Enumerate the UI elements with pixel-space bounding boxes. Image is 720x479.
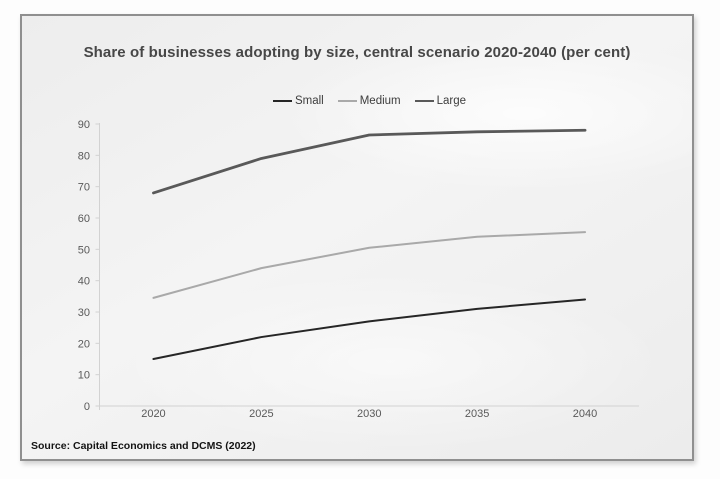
y-tick-label: 40: [78, 276, 90, 288]
series-line-medium: [152, 231, 587, 299]
legend-item-large: Large: [414, 95, 467, 107]
legend-label-small: Small: [294, 95, 324, 107]
y-tick-label: 0: [84, 401, 90, 413]
y-tick-label: 30: [78, 307, 90, 319]
y-tick-label: 10: [78, 370, 90, 382]
y-tick-label: 50: [78, 244, 90, 256]
y-tick-label: 60: [78, 213, 90, 225]
series-line-small: [152, 298, 587, 360]
y-tick-label: 70: [78, 182, 90, 194]
chart-title: Share of businesses adopting by size, ce…: [83, 44, 631, 61]
x-tick-label: 2035: [465, 408, 489, 420]
x-tick-label: 2040: [573, 408, 597, 420]
y-tick-label: 90: [78, 119, 90, 131]
legend-swatch-medium: [337, 99, 357, 103]
y-tick-label: 20: [78, 338, 90, 350]
legend-item-small: Small: [272, 95, 324, 107]
legend-swatch-small: [272, 99, 292, 103]
x-tick-label: 2030: [357, 408, 381, 420]
legend-label-large: Large: [436, 95, 467, 107]
source-note: Source: Capital Economics and DCMS (2022…: [31, 440, 256, 452]
series-line-large: [152, 128, 587, 195]
chart-card: Share of businesses adopting by size, ce…: [20, 14, 694, 461]
legend-swatch-large: [414, 99, 434, 103]
chart-legend: Small Medium Large: [100, 95, 639, 107]
legend-label-medium: Medium: [359, 95, 401, 107]
x-tick-label: 2025: [249, 408, 273, 420]
y-tick-label: 80: [78, 150, 90, 162]
legend-item-medium: Medium: [337, 95, 401, 107]
x-tick-label: 2020: [141, 408, 165, 420]
